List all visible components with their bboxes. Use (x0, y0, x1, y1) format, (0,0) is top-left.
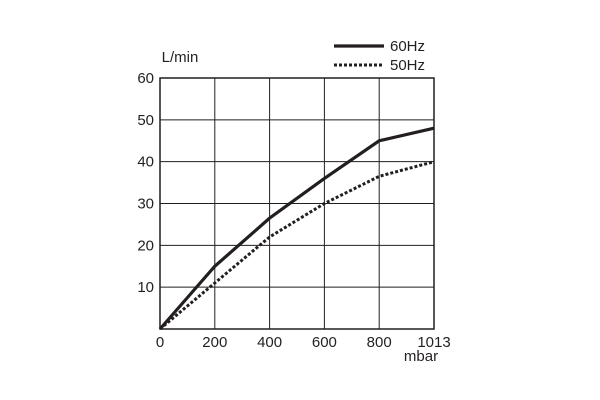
y-tick-label: 40 (137, 154, 154, 171)
legend: 60Hz 50Hz (334, 38, 425, 74)
y-tick-label: 60 (137, 70, 154, 87)
y-tick-label: 10 (137, 279, 154, 296)
y-axis-unit: L/min (162, 49, 199, 66)
y-tick-label: 30 (137, 196, 154, 213)
series-line-50hz (159, 160, 435, 331)
plot-frame (159, 77, 435, 330)
grid (159, 77, 435, 330)
legend-label-60hz: 60Hz (390, 38, 425, 55)
x-tick-label: 200 (202, 334, 227, 351)
x-axis-unit: mbar (404, 348, 438, 365)
y-tick-label: 50 (137, 112, 154, 129)
x-tick-label: 1013 (417, 334, 450, 351)
tick-labels: 0 200 400 600 800 1013 10 20 30 40 50 60 (137, 70, 450, 351)
y-tick-label: 20 (137, 237, 154, 254)
series-line-60hz (158, 126, 435, 331)
x-tick-label: 0 (156, 334, 164, 351)
legend-label-50hz: 50Hz (390, 57, 425, 74)
x-tick-label: 400 (257, 334, 282, 351)
series-lines (158, 126, 435, 331)
x-tick-label: 600 (312, 334, 337, 351)
x-tick-label: 800 (367, 334, 392, 351)
